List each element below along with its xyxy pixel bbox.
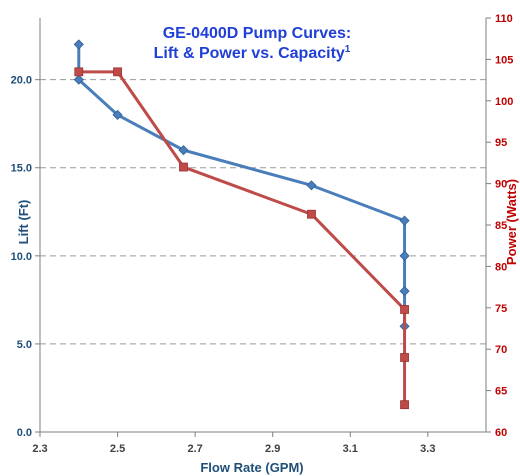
power-point xyxy=(74,67,84,77)
y-left-tick-label: 10.0 xyxy=(11,251,32,263)
y-axis-right-label: Power (Watts) xyxy=(504,179,519,265)
y-right-tick-label: 65 xyxy=(495,386,507,398)
y-right-tick-label: 80 xyxy=(495,261,507,273)
x-axis-label: Flow Rate (GPM) xyxy=(200,460,303,475)
power-point xyxy=(113,67,122,77)
lift-point xyxy=(399,215,410,226)
y-left-tick-label: 5.0 xyxy=(17,339,32,351)
lift-point xyxy=(399,285,410,297)
lift-point xyxy=(73,74,84,85)
chart-title-line1: GE-0400D Pump Curves: xyxy=(163,25,352,42)
y-right-tick-label: 60 xyxy=(495,427,507,439)
y-right-tick-label: 75 xyxy=(495,303,507,315)
x-tick-label: 3.1 xyxy=(343,443,358,455)
gridlines xyxy=(40,79,486,345)
y-left-tick-label: 0.0 xyxy=(17,427,32,439)
x-tick-label: 2.7 xyxy=(187,443,202,455)
axes xyxy=(35,17,491,437)
y-left-tick-label: 15.0 xyxy=(11,163,32,175)
chart-title-superscript: 1 xyxy=(345,44,351,55)
x-tick-label: 2.9 xyxy=(265,443,280,455)
lift-point xyxy=(178,145,189,156)
y-right-tick-label: 90 xyxy=(495,179,507,191)
lift-point xyxy=(73,39,84,50)
lift-point xyxy=(306,180,317,191)
y-right-tick-label: 95 xyxy=(495,137,507,149)
x-tick-label: 2.3 xyxy=(32,443,47,455)
lift-series xyxy=(73,39,410,332)
x-tick-label: 3.3 xyxy=(420,443,435,455)
y-right-tick-label: 110 xyxy=(495,13,513,25)
x-tick-label: 2.5 xyxy=(110,443,125,455)
power-point xyxy=(400,353,409,362)
power-point xyxy=(400,400,409,410)
chart-title-line2-text: Lift & Power vs. Capacity xyxy=(154,45,345,62)
power-point xyxy=(179,162,188,172)
y-right-tick-label: 85 xyxy=(495,220,507,232)
lift-point xyxy=(112,109,123,120)
power-point xyxy=(400,305,409,314)
y-right-tick-label: 105 xyxy=(495,54,513,66)
y-axis-left-label: Lift (Ft) xyxy=(16,200,31,245)
lift-point xyxy=(399,250,410,261)
chart-title-line2: Lift & Power vs. Capacity1 xyxy=(154,44,351,62)
tick-labels: 2.3 2.5 2.7 2.9 3.1 3.3 0.0 5.0 10.0 15.0 20.0 60 65… xyxy=(11,13,514,455)
y-left-tick-label: 20.0 xyxy=(11,75,32,87)
y-right-tick-label: 70 xyxy=(495,344,507,356)
y-right-tick-label: 100 xyxy=(495,96,513,108)
power-point xyxy=(307,209,316,219)
power-series xyxy=(74,67,409,410)
